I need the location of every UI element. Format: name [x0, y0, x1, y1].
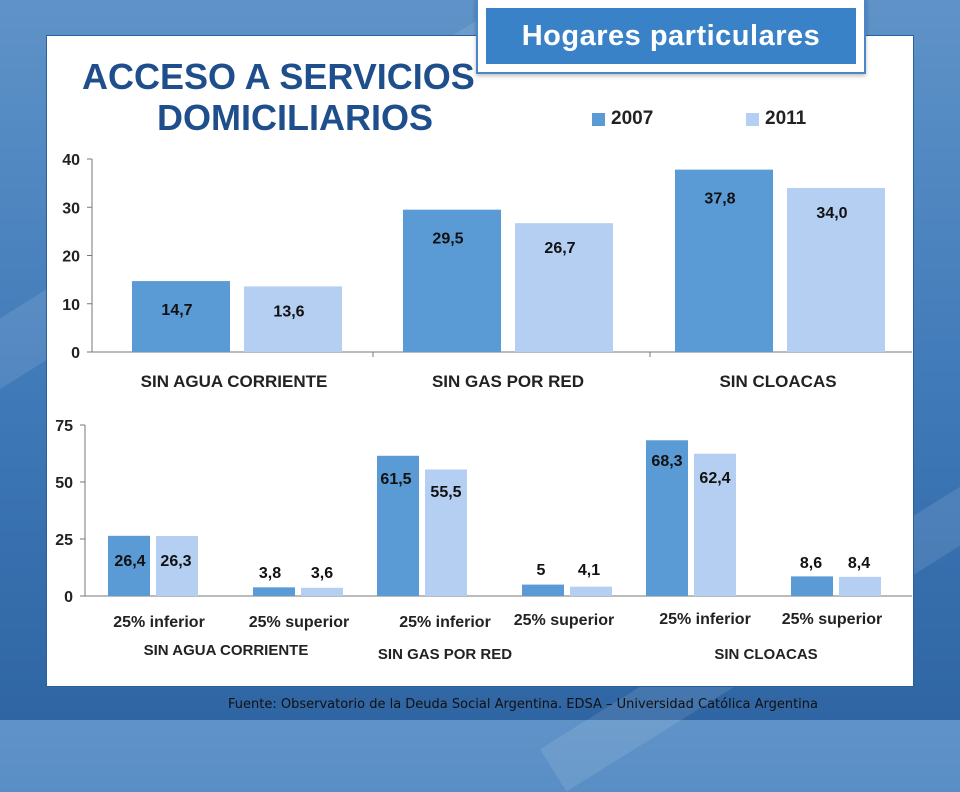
- legend-swatch-2007: [592, 112, 605, 126]
- y-tick-label: 30: [62, 200, 80, 217]
- legend-item-2011: 2011: [746, 108, 806, 130]
- y-tick-label: 20: [62, 249, 80, 266]
- source-note: Fuente: Observatorio de la Deuda Social …: [228, 697, 818, 712]
- x-group-label: SIN CLOACAS: [714, 646, 817, 663]
- legend-item-2007: 2007: [592, 108, 653, 130]
- data-label: 68,3: [651, 453, 682, 470]
- x-category-label: 25% superior: [782, 611, 882, 628]
- data-label: 29,5: [432, 231, 463, 248]
- data-label: 8,6: [800, 555, 822, 572]
- data-label: 14,7: [161, 302, 192, 319]
- bar-series-2: [839, 576, 881, 596]
- charts-svg: 0 10 20 30 40 14,7 29,5 37,8 13,6 26,7 34,0 SIN AGU…: [55, 152, 912, 663]
- data-label: 8,4: [848, 555, 870, 572]
- bar-series-2: [156, 536, 198, 596]
- x-group-label: SIN AGUA CORRIENTE: [144, 642, 309, 659]
- data-label: 3,8: [259, 565, 281, 582]
- y-tick-label: 25: [55, 532, 73, 549]
- data-label: 62,4: [699, 470, 730, 487]
- x-category-label: 25% inferior: [113, 614, 205, 631]
- data-label: 4,1: [578, 562, 600, 579]
- y-tick-label: 75: [55, 418, 73, 435]
- bar-series-1: [108, 535, 150, 596]
- x-category-label: 25% superior: [249, 614, 349, 631]
- bar-2011: [515, 223, 613, 352]
- bar-series-1: [791, 576, 833, 596]
- x-category-label: 25% superior: [514, 612, 614, 629]
- chart-title-line2: DOMICILIARIOS: [157, 97, 433, 138]
- bar-series-1: [377, 455, 419, 596]
- data-label: 3,6: [311, 565, 333, 582]
- data-label: 13,6: [273, 303, 304, 320]
- bar-2007: [132, 281, 230, 352]
- x-category-label: 25% inferior: [399, 614, 491, 631]
- x-group-label: SIN GAS POR RED: [378, 646, 512, 663]
- data-label: 61,5: [380, 471, 411, 488]
- bar-2011: [787, 187, 885, 352]
- data-label: 26,4: [114, 553, 145, 570]
- bar-series-1: [522, 584, 564, 596]
- x-category-label: SIN GAS POR RED: [432, 372, 584, 391]
- x-category-label: 25% inferior: [659, 611, 751, 628]
- bar-2011: [244, 286, 342, 352]
- y-tick-label: 40: [62, 152, 80, 169]
- legend-label-2011: 2011: [765, 108, 807, 129]
- bar-series-1: [253, 587, 295, 596]
- data-label: 37,8: [704, 191, 735, 208]
- bar-2007: [675, 169, 773, 352]
- section-badge-label: Hogares particulares: [486, 8, 856, 64]
- y-tick-label: 0: [71, 345, 80, 362]
- bar-series-2: [694, 453, 736, 596]
- data-label: 34,0: [816, 205, 847, 222]
- section-badge: Hogares particulares: [476, 0, 866, 74]
- data-label: 26,7: [544, 240, 575, 257]
- bar-series-2: [425, 469, 467, 596]
- data-label: 26,3: [160, 553, 191, 570]
- y-tick-label: 10: [62, 297, 80, 314]
- y-tick-label: 0: [64, 589, 73, 606]
- bar-series-2: [570, 586, 612, 596]
- chart-title-line1: ACCESO A SERVICIOS: [82, 56, 475, 97]
- bar-2007: [403, 209, 501, 352]
- data-label: 5: [537, 562, 546, 579]
- bar-series-2: [301, 587, 343, 596]
- legend-label-2007: 2007: [611, 108, 654, 129]
- x-category-label: SIN AGUA CORRIENTE: [141, 372, 328, 391]
- data-label: 55,5: [430, 484, 461, 501]
- x-category-label: SIN CLOACAS: [719, 372, 836, 391]
- y-tick-label: 50: [55, 475, 73, 492]
- bar-series-1: [646, 440, 688, 596]
- legend-swatch-2011: [746, 112, 759, 126]
